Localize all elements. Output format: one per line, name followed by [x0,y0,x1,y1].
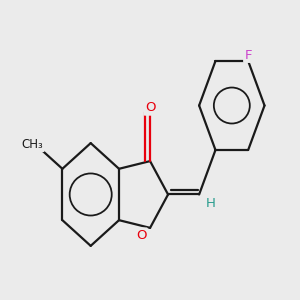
Text: O: O [145,101,155,114]
Text: CH₃: CH₃ [22,138,44,151]
Text: O: O [136,229,146,242]
Text: F: F [244,49,252,62]
Text: H: H [206,197,216,210]
